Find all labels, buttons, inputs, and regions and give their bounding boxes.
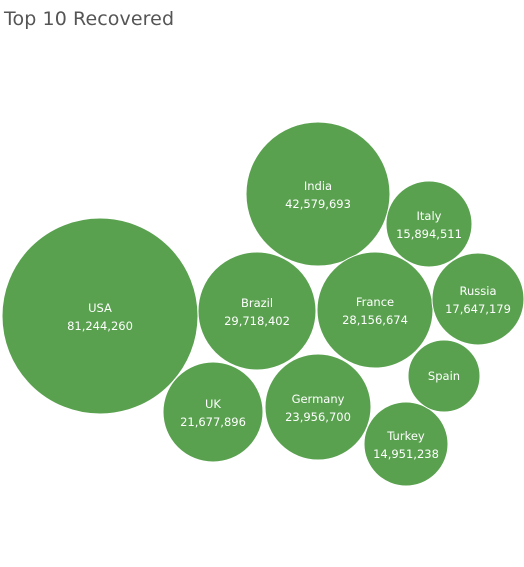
bubble-value-germany: 23,956,700 [285,410,351,424]
bubble-france[interactable]: France 28,156,674 [316,251,434,369]
bubble-label-germany: Germany [292,392,345,406]
bubble-value-usa: 81,244,260 [67,319,133,333]
bubble-label-france: France [356,295,394,309]
bubble-brazil[interactable]: Brazil 29,718,402 [197,251,317,371]
bubble-label-uk: UK [205,397,221,411]
bubble-label-spain: Spain [428,369,460,383]
bubble-uk[interactable]: UK 21,677,896 [162,361,264,463]
bubble-turkey[interactable]: Turkey 14,951,238 [363,401,449,487]
bubble-value-india: 42,579,693 [285,197,351,211]
bubble-label-usa: USA [88,301,112,315]
bubble-label-turkey: Turkey [386,429,425,443]
bubble-russia[interactable]: Russia 17,647,179 [431,252,524,346]
bubble-circle-russia[interactable] [431,252,524,346]
bubble-italy[interactable]: Italy 15,894,511 [385,180,473,268]
bubble-label-italy: Italy [417,209,442,223]
bubble-circle-italy[interactable] [385,180,473,268]
bubble-usa[interactable]: USA 81,244,260 [1,217,199,415]
bubble-spain[interactable]: Spain [407,339,481,413]
bubble-label-india: India [304,179,332,193]
bubble-circle-spain[interactable] [407,339,481,413]
bubble-circle-germany[interactable] [264,353,372,461]
bubble-germany[interactable]: Germany 23,956,700 [264,353,372,461]
bubble-value-turkey: 14,951,238 [373,447,439,461]
bubble-circle-uk[interactable] [162,361,264,463]
bubble-circle-india[interactable] [245,121,391,267]
bubble-value-brazil: 29,718,402 [224,314,290,328]
bubble-circle-brazil[interactable] [197,251,317,371]
bubble-india[interactable]: India 42,579,693 [245,121,391,267]
bubble-value-uk: 21,677,896 [180,415,246,429]
chart-title: Top 10 Recovered [4,8,175,30]
bubble-circle-turkey[interactable] [363,401,449,487]
bubble-value-italy: 15,894,511 [396,227,462,241]
bubble-circle-usa[interactable] [1,217,199,415]
bubble-value-russia: 17,647,179 [445,302,511,316]
bubble-label-brazil: Brazil [241,296,273,310]
bubble-label-russia: Russia [460,284,497,298]
bubble-value-france: 28,156,674 [342,313,408,327]
bubble-circle-france[interactable] [316,251,434,369]
